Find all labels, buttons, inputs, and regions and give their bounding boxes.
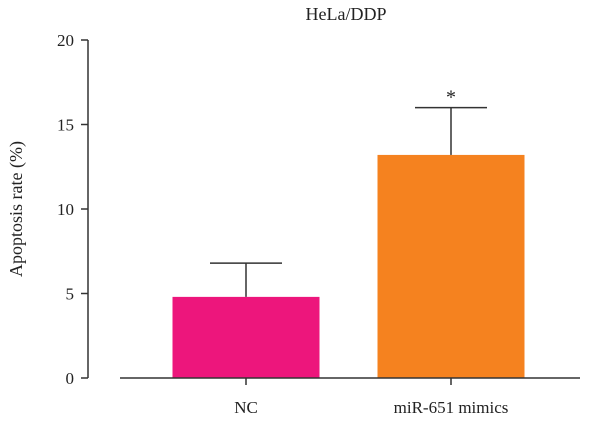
bar-0: [172, 296, 320, 378]
y-tick-label-4: 20: [57, 31, 74, 50]
x-ticks-layer: NC miR-651 mimics: [234, 378, 508, 417]
y-tick-label-0: 0: [66, 369, 75, 388]
y-ticks-layer: 0 5 10 15 20: [57, 31, 88, 388]
annotations-layer: *: [446, 87, 456, 109]
bar-1: [377, 154, 525, 378]
error-bars-layer: [210, 106, 487, 297]
bars-layer: [172, 154, 525, 378]
significance-marker-1: *: [446, 87, 456, 109]
x-tick-label-1: miR-651 mimics: [394, 398, 509, 417]
chart-title: HeLa/DDP: [306, 4, 387, 24]
y-tick-label-2: 10: [57, 200, 74, 219]
y-axis-label: Apoptosis rate (%): [6, 141, 27, 277]
y-tick-label-3: 15: [57, 116, 74, 135]
x-tick-label-0: NC: [234, 398, 258, 417]
y-tick-label-1: 5: [66, 285, 75, 304]
